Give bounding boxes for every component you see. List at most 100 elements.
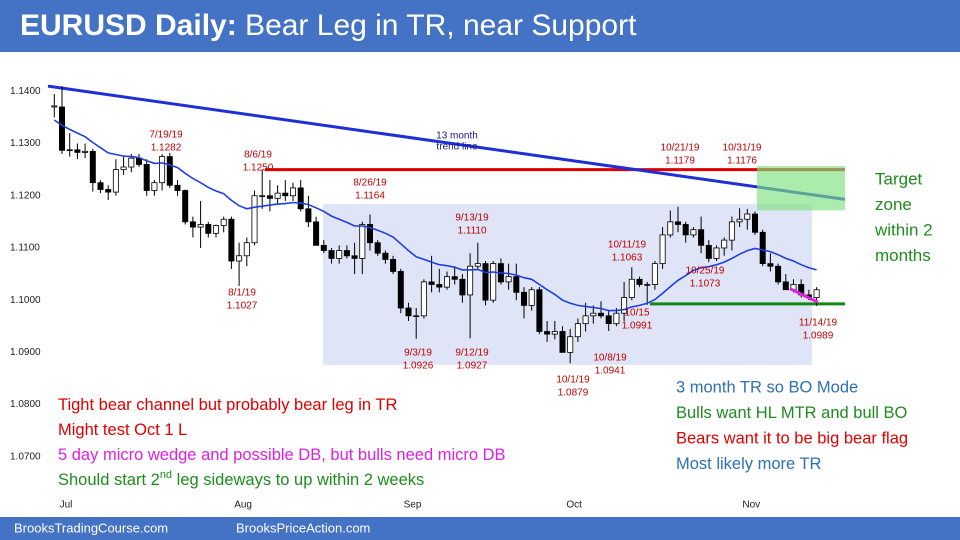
x-tick-label: Aug [234, 500, 252, 511]
note: Might test Oct 1 L [58, 421, 187, 439]
annotation-date: 11/14/19 [799, 318, 838, 329]
candle-body [521, 291, 528, 306]
candle-body [205, 224, 212, 234]
target-zone-label: zone [875, 195, 912, 214]
candle-body [282, 192, 289, 197]
y-tick-label: 1.1100 [10, 243, 40, 254]
y-tick-label: 1.1200 [10, 190, 41, 201]
candle-body [289, 187, 296, 197]
candle-body [690, 229, 697, 236]
annotation-value: 1.0879 [558, 388, 589, 399]
note: 5 day micro wedge and possible DB, but b… [58, 446, 506, 464]
annotation-value: 1.0941 [595, 366, 626, 377]
candle-body [313, 221, 320, 246]
trend-line-label: trend line [436, 142, 478, 153]
candle-body [420, 281, 427, 317]
candle-body [74, 149, 81, 153]
candle-body [243, 242, 250, 257]
candle-body [536, 289, 543, 332]
annotation-date: 10/31/19 [723, 143, 762, 154]
candle-body [82, 150, 89, 153]
footer-bar [0, 517, 960, 540]
candle-body [182, 190, 189, 223]
candle-body [705, 244, 712, 259]
candle-body [51, 105, 58, 108]
candle-body [451, 276, 458, 280]
candle-body [97, 182, 104, 190]
candle-body [397, 271, 404, 309]
note-text: 5 day micro wedge and possible DB, but b… [58, 446, 506, 464]
candle-body [613, 312, 620, 325]
annotation-date: 8/26/19 [353, 178, 387, 189]
note: Should start 2nd leg sideways to up with… [58, 469, 424, 489]
title-bold: EURUSD Daily: [20, 9, 237, 42]
y-tick-label: 1.0800 [10, 399, 41, 410]
candle-body [128, 157, 135, 168]
candle-body [667, 221, 674, 236]
candle-body [220, 218, 227, 226]
candle-body [675, 221, 682, 225]
annotation-value: 1.0926 [403, 361, 434, 372]
annotation-date: 10/8/19 [593, 353, 627, 364]
candle-body [682, 224, 689, 236]
y-tick-label: 1.0900 [10, 347, 41, 358]
annotation-date: 8/6/19 [244, 150, 272, 161]
y-tick-label: 1.1300 [10, 138, 41, 149]
title-bar [0, 0, 960, 52]
candle-body [236, 255, 243, 262]
y-tick-label: 1.1400 [10, 86, 41, 97]
candle-body [374, 242, 381, 254]
y-tick-label: 1.0700 [10, 451, 41, 462]
target-zone-label: Target [875, 169, 923, 188]
annotation-date: 9/13/19 [455, 213, 489, 224]
candle-body [574, 323, 581, 338]
candle-body [251, 195, 258, 244]
candle-body [767, 263, 774, 267]
annotation-value: 1.0989 [803, 331, 834, 342]
candle-body [621, 297, 628, 314]
target-zone-label: within 2 [874, 220, 933, 239]
candle-body [266, 195, 273, 199]
candle-body [59, 106, 66, 151]
candle-body [112, 169, 119, 193]
title-rest: Bear Leg in TR, near Support [237, 9, 637, 42]
candle-body [305, 208, 312, 223]
candle-body [759, 231, 766, 265]
candle-body [413, 315, 420, 318]
annotation-date: 10/15 [624, 308, 649, 319]
candle-body [351, 255, 358, 259]
annotation-date: 10/11/19 [608, 240, 647, 251]
annotation-date: 9/3/19 [404, 348, 432, 359]
footer-link: BrooksPriceAction.com [236, 520, 370, 535]
y-tick-label: 1.1000 [10, 295, 41, 306]
candle-body [166, 156, 173, 186]
candle-body [528, 289, 535, 306]
candle-body [366, 224, 373, 244]
candle-body [736, 218, 743, 223]
candle-body [775, 265, 782, 283]
annotation-value: 1.1179 [665, 156, 695, 167]
candle-body [698, 229, 705, 246]
x-tick-label: Jul [60, 500, 73, 511]
note: Bears want it to be big bear flag [676, 429, 908, 447]
candle-body [544, 331, 551, 335]
candle-body [66, 149, 73, 152]
candle-body [405, 307, 412, 317]
candle-body [605, 315, 612, 325]
annotation-value: 1.1027 [227, 301, 258, 312]
candle-body [259, 195, 266, 197]
candle-body [598, 312, 605, 317]
candle-body [474, 263, 481, 267]
note-text: Tight bear channel but probably bear leg… [58, 396, 397, 414]
candle-body [174, 184, 181, 191]
candle-body [721, 239, 728, 249]
candle-body [320, 244, 327, 251]
annotation-date: 9/12/19 [455, 348, 489, 359]
annotation-value: 1.1063 [612, 253, 643, 264]
candle-body [582, 315, 589, 325]
moving-average [53, 119, 817, 312]
note-text: Might test Oct 1 L [58, 421, 187, 439]
annotation-value: 1.1073 [690, 279, 721, 290]
candle-body [651, 263, 658, 285]
candle-body [228, 218, 235, 262]
